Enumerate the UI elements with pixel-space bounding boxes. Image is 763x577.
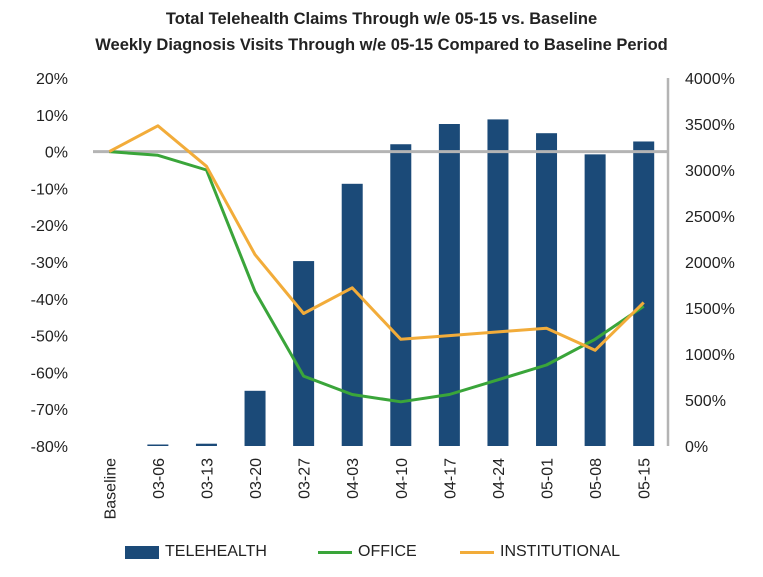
- legend-label-telehealth: TELEHEALTH: [165, 543, 267, 560]
- telehealth-bar: [244, 390, 266, 446]
- left-axis-tick-label: 20%: [36, 71, 68, 88]
- legend-swatch-office: [318, 550, 352, 554]
- telehealth-bar: [536, 133, 558, 446]
- chart-subtitle: Weekly Diagnosis Visits Through w/e 05-1…: [95, 36, 668, 54]
- left-axis-tick-label: 10%: [36, 108, 68, 125]
- x-axis-tick-label: 05-15: [637, 458, 654, 499]
- left-axis-tick-label: -20%: [31, 218, 68, 235]
- left-axis-tick-label: 0%: [45, 145, 68, 162]
- x-axis-tick-label: 03-13: [199, 458, 216, 499]
- right-axis-tick-label: 2000%: [685, 255, 735, 272]
- office-line: [109, 150, 645, 404]
- x-axis-tick-label: 04-03: [345, 458, 362, 499]
- right-axis-tick-label: 500%: [685, 393, 726, 410]
- institutional-line: [108, 124, 645, 352]
- telehealth-bar: [147, 444, 169, 446]
- x-axis-tick-label: 04-17: [442, 458, 459, 499]
- legend-item-telehealth: TELEHEALTH: [125, 543, 267, 561]
- right-axis-tick-label: 3500%: [685, 117, 735, 134]
- right-axis-tick-label: 0%: [685, 439, 708, 456]
- right-axis-tick-label: 3000%: [685, 163, 735, 180]
- x-axis-tick-label: Baseline: [102, 458, 119, 519]
- legend-item-office: OFFICE: [318, 543, 417, 561]
- right-axis-tick-label: 1500%: [685, 301, 735, 318]
- telehealth-bar: [584, 154, 606, 447]
- telehealth-bar: [341, 183, 363, 447]
- x-axis-tick-label: 03-20: [248, 458, 265, 499]
- telehealth-bar: [293, 261, 315, 446]
- right-axis-tick-label: 2500%: [685, 209, 735, 226]
- telehealth-bar: [390, 144, 412, 447]
- chart-legend: TELEHEALTH OFFICE INSTITUTIONAL: [0, 543, 763, 569]
- left-axis-tick-label: -40%: [31, 292, 68, 309]
- right-axis-tick-label: 1000%: [685, 347, 735, 364]
- x-axis-tick-label: 05-01: [540, 458, 557, 499]
- legend-swatch-telehealth: [125, 545, 159, 559]
- legend-swatch-institutional: [460, 550, 494, 554]
- chart-title: Total Telehealth Claims Through w/e 05-1…: [165, 10, 598, 28]
- legend-item-institutional: INSTITUTIONAL: [460, 543, 620, 561]
- x-axis-tick-label: 05-08: [588, 458, 605, 499]
- left-axis-tick-label: -80%: [31, 439, 68, 456]
- x-axis-tick-label: 04-10: [394, 458, 411, 499]
- left-axis-tick-label: -30%: [31, 255, 68, 272]
- telehealth-bar: [487, 119, 509, 447]
- right-axis-tick-label: 4000%: [685, 71, 735, 88]
- left-axis-tick-label: -10%: [31, 181, 68, 198]
- left-axis-tick-label: -50%: [31, 329, 68, 346]
- telehealth-bar: [195, 443, 217, 446]
- left-axis-tick-label: -70%: [31, 402, 68, 419]
- left-axis-tick-label: -60%: [31, 365, 68, 382]
- legend-label-institutional: INSTITUTIONAL: [500, 543, 621, 560]
- x-axis-tick-label: 04-24: [491, 458, 508, 499]
- x-axis-tick-label: 03-27: [297, 458, 314, 499]
- telehealth-bar: [633, 141, 655, 447]
- legend-label-office: OFFICE: [358, 543, 417, 560]
- telehealth-bar: [438, 124, 460, 446]
- x-axis-tick-label: 03-06: [151, 458, 168, 499]
